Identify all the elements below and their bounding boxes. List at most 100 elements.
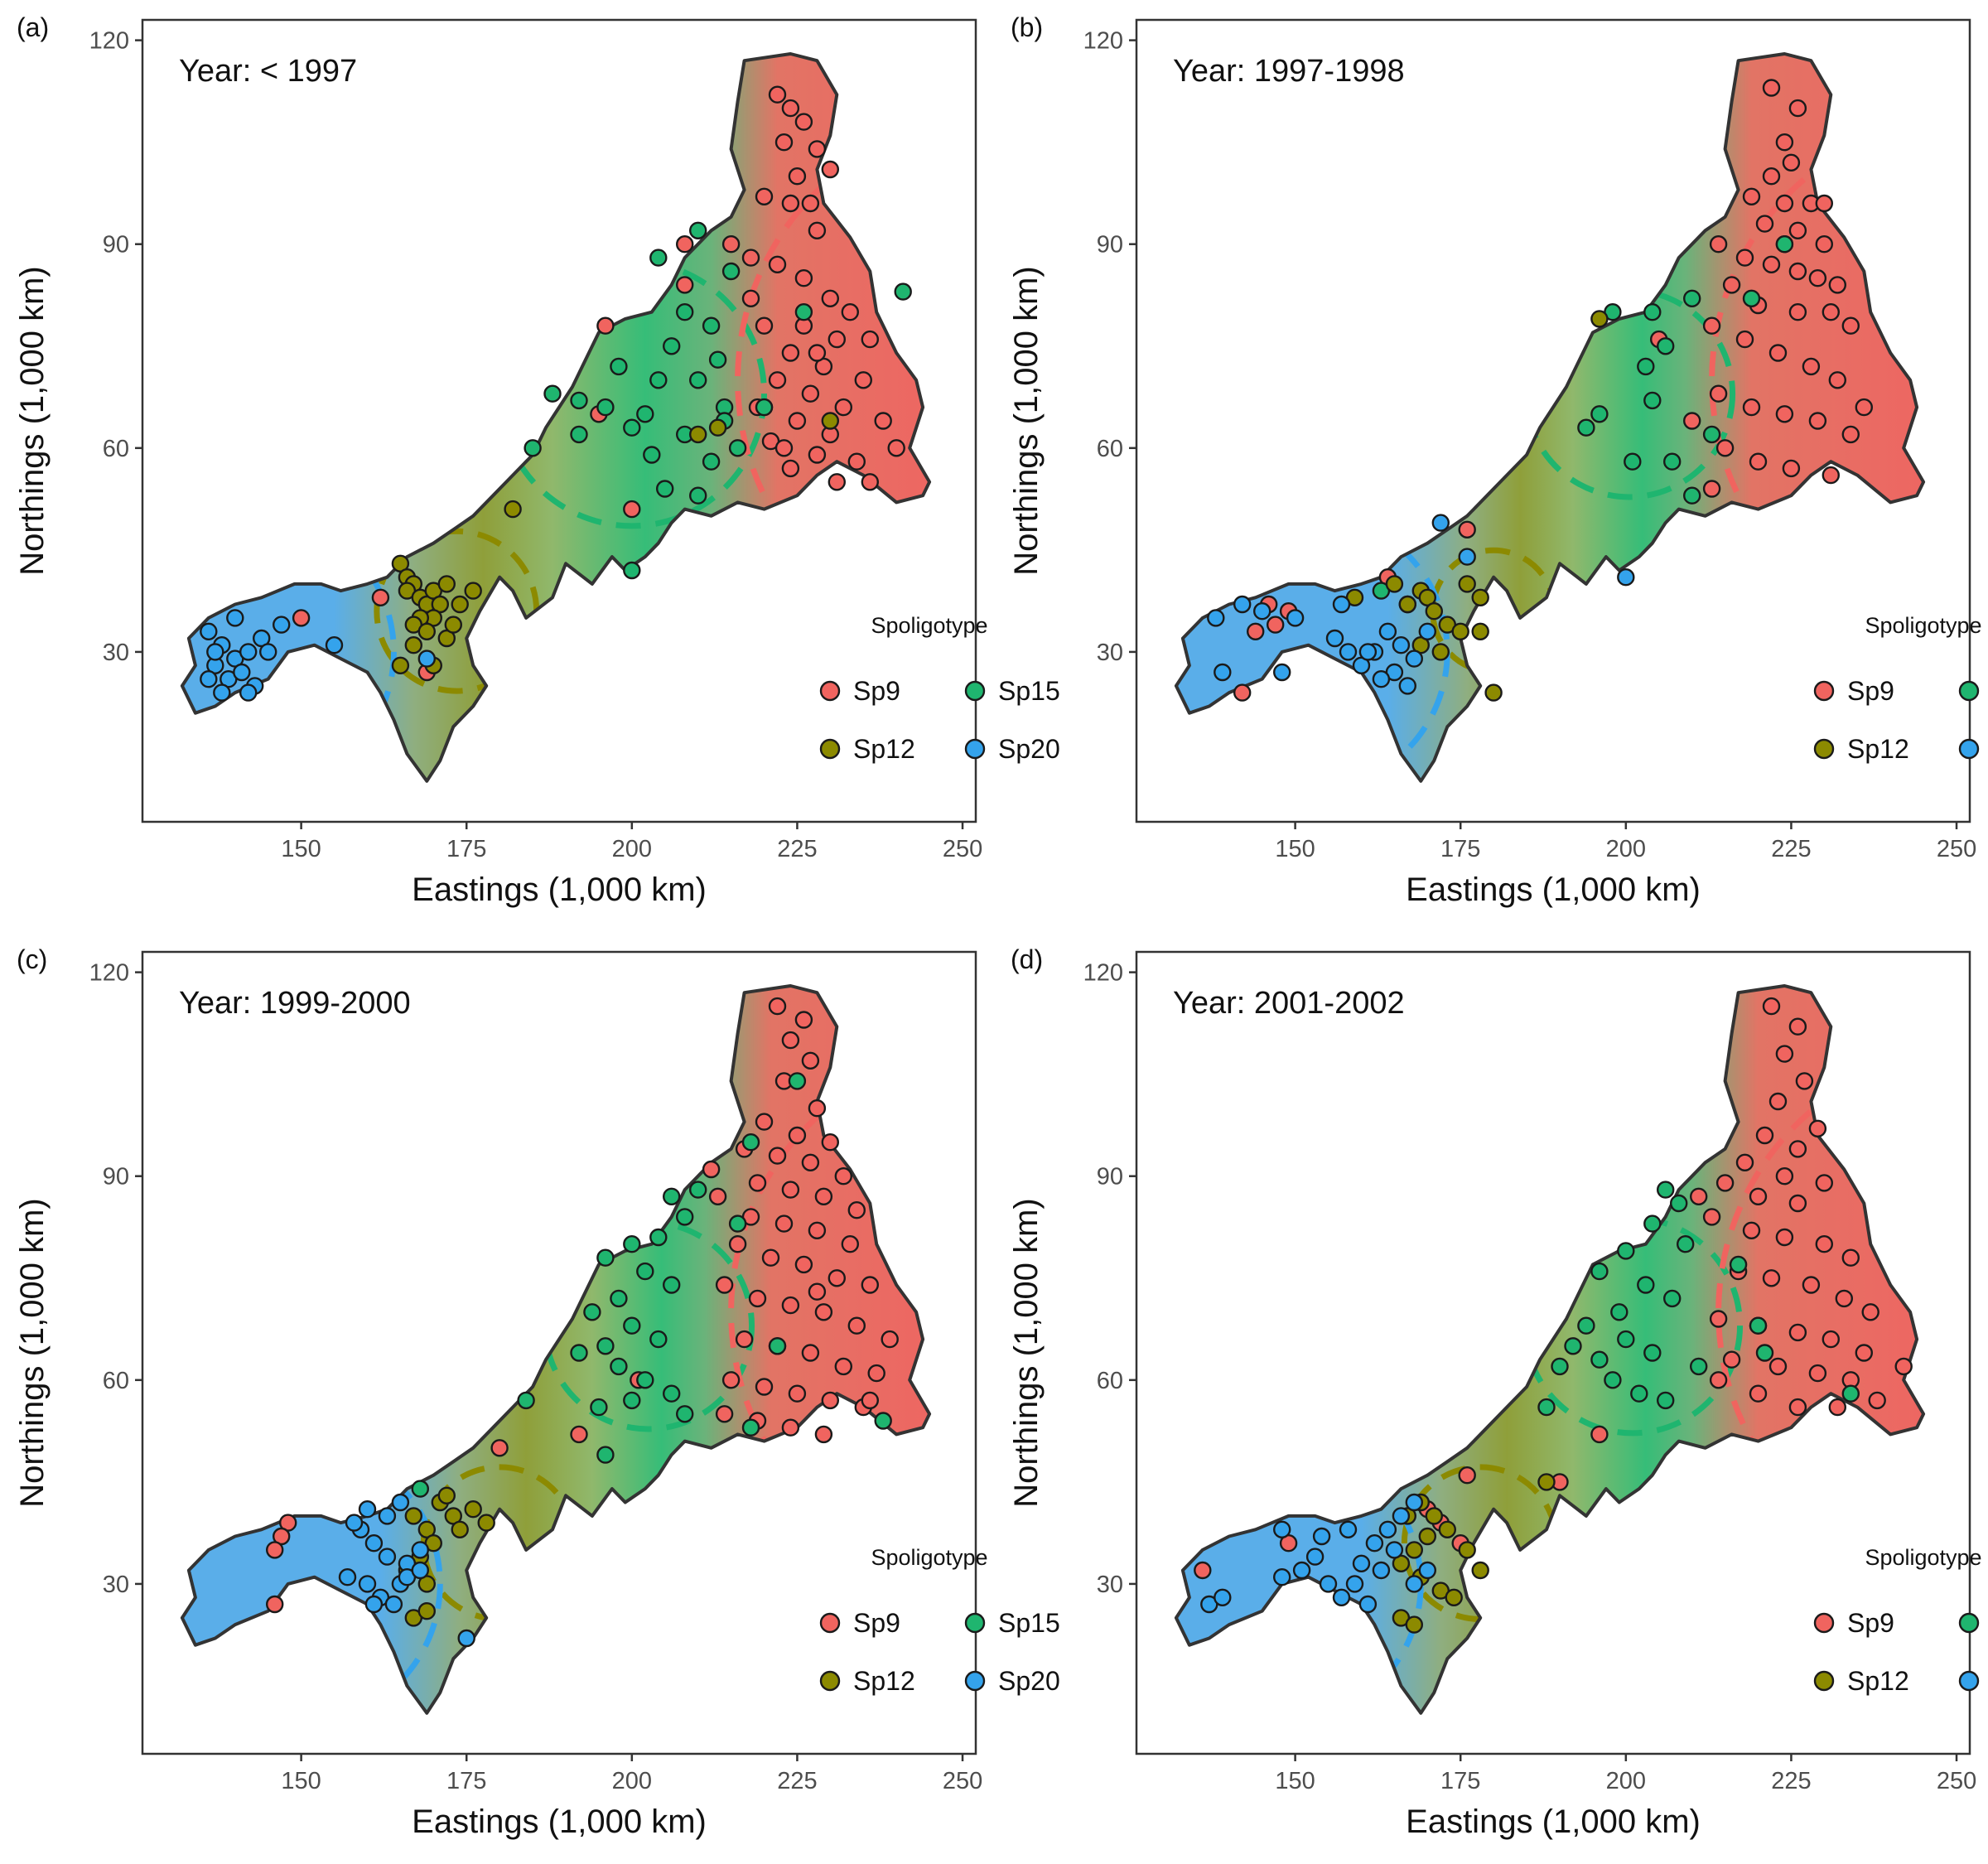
legend-title: Spoligotype bbox=[1865, 613, 1981, 638]
isolate-points bbox=[200, 85, 912, 702]
point-sp9 bbox=[1749, 452, 1768, 471]
point-sp20 bbox=[1286, 609, 1305, 627]
point-sp9 bbox=[1855, 398, 1874, 417]
point-sp9 bbox=[1815, 194, 1833, 213]
legend-label-sp9: Sp9 bbox=[853, 676, 900, 706]
point-sp9 bbox=[755, 316, 774, 335]
legend-key-sp15 bbox=[1958, 680, 1980, 702]
point-sp9 bbox=[867, 1364, 885, 1383]
point-sp12 bbox=[477, 1514, 495, 1532]
point-sp9 bbox=[1788, 303, 1807, 321]
point-sp20 bbox=[358, 1500, 377, 1519]
point-sp20 bbox=[1405, 1493, 1423, 1512]
point-sp9 bbox=[1735, 249, 1754, 267]
point-sp15 bbox=[1643, 391, 1662, 410]
point-sp20 bbox=[1372, 1561, 1391, 1580]
panel-tag: (c) bbox=[17, 944, 47, 974]
point-sp15 bbox=[1702, 425, 1721, 444]
point-sp9 bbox=[794, 113, 813, 131]
point-sp20 bbox=[1617, 568, 1635, 587]
coastline bbox=[1174, 52, 1926, 783]
point-sp9 bbox=[1683, 412, 1701, 430]
y-tick-label: 30 bbox=[103, 1572, 129, 1598]
point-sp12 bbox=[708, 418, 727, 437]
point-sp15 bbox=[689, 486, 707, 505]
point-sp9 bbox=[266, 1541, 284, 1559]
panel-border bbox=[1135, 18, 1971, 823]
point-sp12 bbox=[1484, 683, 1503, 702]
point-sp12 bbox=[689, 425, 707, 444]
point-sp9 bbox=[735, 1330, 754, 1349]
point-sp15 bbox=[728, 1214, 747, 1233]
point-sp15 bbox=[1657, 337, 1675, 355]
y-axis: 30 60 90 120 bbox=[89, 960, 142, 1598]
point-sp9 bbox=[676, 276, 694, 294]
point-sp20 bbox=[364, 1595, 384, 1614]
point-sp9 bbox=[755, 1378, 774, 1396]
point-sp9 bbox=[708, 1187, 727, 1205]
x-axis: 150 175 200 225 250 bbox=[1275, 1754, 1976, 1794]
point-sp15 bbox=[623, 1316, 641, 1335]
point-sp12 bbox=[417, 1602, 436, 1620]
point-sp15 bbox=[1841, 1384, 1860, 1403]
coastline bbox=[180, 984, 932, 1715]
point-sp9 bbox=[774, 439, 794, 457]
x-tick-label: 200 bbox=[612, 836, 652, 862]
point-sp20 bbox=[1431, 514, 1450, 532]
point-sp15 bbox=[570, 391, 588, 410]
point-sp9 bbox=[1855, 1344, 1874, 1362]
point-sp15 bbox=[1690, 1357, 1708, 1376]
point-sp20 bbox=[1233, 595, 1252, 614]
point-sp15 bbox=[570, 1344, 588, 1362]
point-sp20 bbox=[1458, 548, 1476, 566]
point-sp9 bbox=[1722, 276, 1741, 294]
point-sp9 bbox=[1815, 1174, 1833, 1192]
point-sp15 bbox=[1775, 235, 1794, 254]
point-sp15 bbox=[596, 1337, 615, 1355]
point-sp20 bbox=[1358, 1595, 1378, 1614]
panel-tag: (a) bbox=[17, 12, 49, 42]
x-axis-title: Eastings (1,000 km) bbox=[1406, 1804, 1701, 1840]
coastline bbox=[180, 52, 932, 783]
point-sp9 bbox=[814, 1425, 833, 1444]
y-tick-label: 30 bbox=[1097, 1572, 1123, 1598]
point-sp9 bbox=[781, 99, 800, 118]
y-tick-label: 60 bbox=[1097, 1368, 1123, 1394]
point-sp9 bbox=[861, 473, 880, 491]
point-sp20 bbox=[1273, 663, 1291, 682]
point-sp9 bbox=[801, 1153, 820, 1171]
x-tick-label: 225 bbox=[1771, 1768, 1811, 1794]
point-sp15 bbox=[663, 1187, 681, 1205]
point-sp9 bbox=[1267, 616, 1285, 634]
point-sp12 bbox=[404, 636, 422, 654]
point-sp20 bbox=[1372, 670, 1391, 688]
legend-label-sp12: Sp12 bbox=[1847, 1666, 1909, 1696]
point-sp15 bbox=[1683, 289, 1701, 307]
y-tick-label: 60 bbox=[103, 1368, 129, 1394]
point-sp9 bbox=[1822, 1330, 1840, 1349]
x-axis: 150 175 200 225 250 bbox=[1275, 822, 1976, 862]
x-axis: 150 175 200 225 250 bbox=[281, 1754, 982, 1794]
legend-label-sp15: Sp15 bbox=[998, 1608, 1060, 1638]
isolate-points bbox=[1207, 79, 1874, 702]
point-sp12 bbox=[1385, 575, 1404, 593]
y-tick-label: 120 bbox=[1083, 28, 1123, 55]
x-tick-label: 250 bbox=[1937, 1768, 1976, 1794]
point-sp9 bbox=[768, 997, 787, 1016]
point-sp9 bbox=[1788, 1323, 1807, 1342]
point-sp15 bbox=[1577, 1316, 1595, 1335]
point-sp20 bbox=[200, 670, 218, 688]
point-sp15 bbox=[788, 1072, 807, 1090]
map-panel: 150 175 200 225 250 30 60 90 120 Eastings (1,000 … bbox=[1008, 944, 1982, 1840]
point-sp9 bbox=[861, 1276, 880, 1294]
point-sp20 bbox=[1273, 1520, 1291, 1538]
x-tick-label: 200 bbox=[1606, 1768, 1646, 1794]
point-sp9 bbox=[854, 371, 873, 389]
point-sp9 bbox=[841, 1235, 860, 1253]
point-sp9 bbox=[755, 187, 774, 206]
year-label: Year: 1999-2000 bbox=[179, 986, 411, 1021]
point-sp15 bbox=[643, 446, 661, 464]
legend-key-sp20 bbox=[964, 1670, 986, 1692]
point-sp9 bbox=[841, 303, 860, 321]
point-sp12 bbox=[404, 1507, 422, 1525]
